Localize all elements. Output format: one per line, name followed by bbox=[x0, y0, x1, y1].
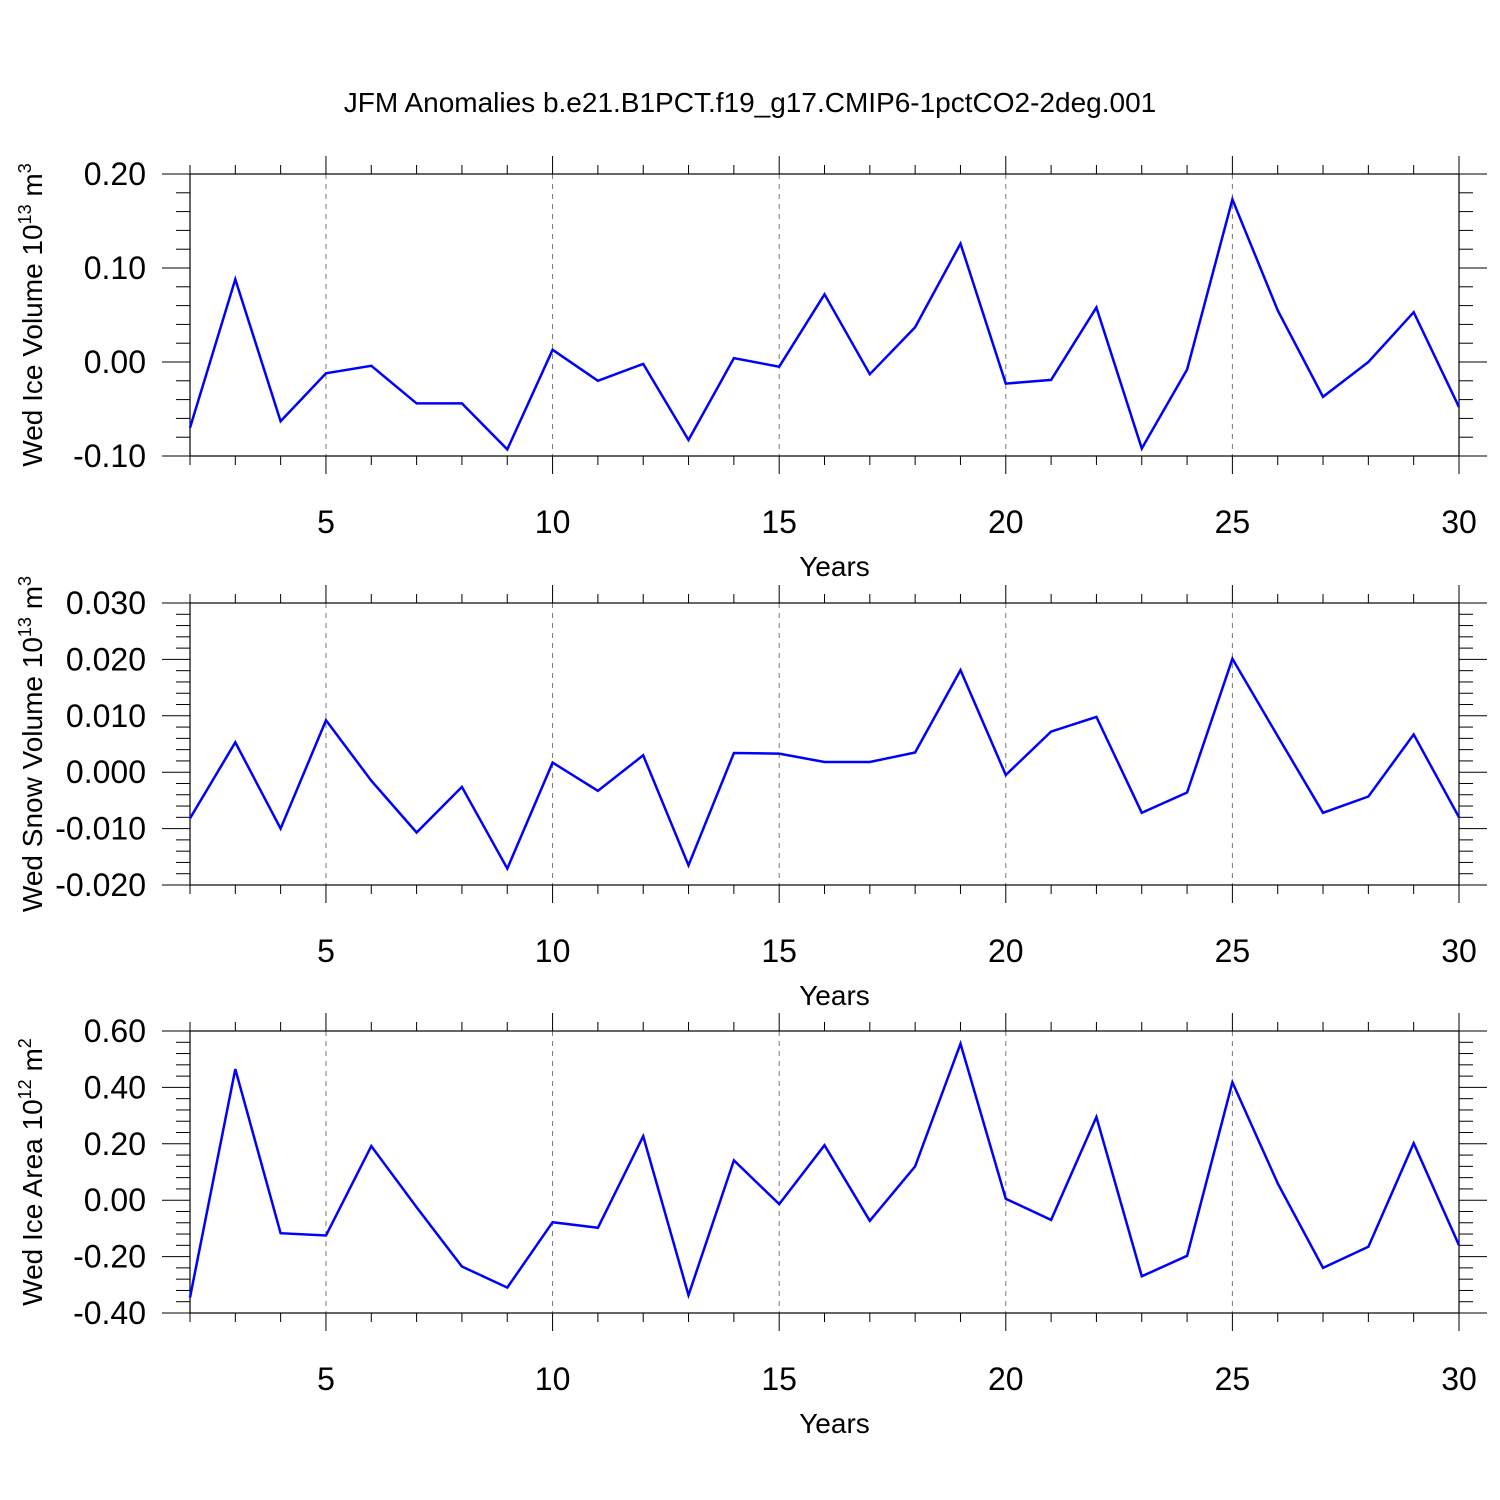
plot-frame bbox=[189, 602, 1460, 886]
panel-1: 5 10 15 20 25 30 Years -0.10 0.00 0.10 0.20 Wed Ice… bbox=[15, 156, 1487, 582]
y-axis-label-superscript: 2 bbox=[15, 1038, 35, 1048]
y-axis-label-part: Wed Ice Volume 10 bbox=[17, 224, 48, 466]
x-tick-label: 15 bbox=[761, 933, 797, 969]
x-tick-label: 15 bbox=[761, 504, 797, 540]
y-tick-label: 0.00 bbox=[84, 344, 146, 380]
y-tick-label: -0.020 bbox=[55, 867, 146, 903]
x-tick-label: 25 bbox=[1215, 933, 1251, 969]
x-tick-label: 30 bbox=[1441, 1361, 1477, 1397]
x-tick-label: 20 bbox=[988, 933, 1024, 969]
y-tick-label: 0.60 bbox=[84, 1013, 146, 1049]
y-tick-label: 0.010 bbox=[66, 698, 146, 734]
y-tick-label: -0.40 bbox=[73, 1295, 146, 1331]
x-tick-label: 5 bbox=[317, 504, 335, 540]
panel-3: 5 10 15 20 25 30 Years -0.40 -0.20 0.00 0.20 0.40 0.… bbox=[15, 1013, 1487, 1439]
x-tick-label: 10 bbox=[535, 504, 571, 540]
y-axis-label-part: Wed Ice Area 10 bbox=[17, 1099, 48, 1306]
y-axis-label-superscript: 3 bbox=[15, 576, 35, 586]
y-axis-label-part: m bbox=[17, 1048, 48, 1079]
y-axis-label: Wed Ice Area 1012 m2 bbox=[15, 1038, 48, 1306]
y-axis-label-part: m bbox=[17, 173, 48, 204]
y-tick-label: 0.00 bbox=[84, 1182, 146, 1218]
y-axis-label: Wed Snow Volume 1013 m3 bbox=[15, 576, 48, 912]
y-axis-label: Wed Ice Volume 1013 m3 bbox=[15, 163, 48, 466]
x-tick-label: 5 bbox=[317, 933, 335, 969]
y-tick-label: 0.40 bbox=[84, 1069, 146, 1105]
y-tick-label: -0.20 bbox=[73, 1239, 146, 1275]
x-tick-label: 20 bbox=[988, 1361, 1024, 1397]
y-axis-label-superscript: 12 bbox=[15, 1079, 35, 1099]
plot-frame bbox=[189, 173, 1460, 457]
x-tick-label: 25 bbox=[1215, 504, 1251, 540]
x-axis-label: Years bbox=[799, 1408, 870, 1439]
y-tick-label: 0.10 bbox=[84, 250, 146, 286]
y-axis-label-superscript: 3 bbox=[15, 163, 35, 173]
x-tick-label: 10 bbox=[535, 933, 571, 969]
x-axis-label: Years bbox=[799, 980, 870, 1011]
panel-2: 5 10 15 20 25 30 Years -0.020 -0.010 0.000 0.010 0.… bbox=[15, 576, 1487, 1011]
y-axis-label-superscript: 13 bbox=[15, 617, 35, 637]
chart-title: JFM Anomalies b.e21.B1PCT.f19_g17.CMIP6-… bbox=[344, 87, 1156, 118]
y-tick-label: 0.000 bbox=[66, 754, 146, 790]
y-axis-label-part: Wed Snow Volume 10 bbox=[17, 637, 48, 912]
series-line bbox=[188, 655, 1461, 872]
y-axis-label-part: m bbox=[17, 586, 48, 617]
y-tick-label: 0.030 bbox=[66, 585, 146, 621]
x-tick-label: 30 bbox=[1441, 504, 1477, 540]
x-tick-label: 30 bbox=[1441, 933, 1477, 969]
y-axis-label-superscript: 13 bbox=[15, 204, 35, 224]
x-tick-label: 5 bbox=[317, 1361, 335, 1397]
x-tick-label: 20 bbox=[988, 504, 1024, 540]
plot-frame bbox=[189, 1030, 1460, 1314]
y-tick-label: -0.010 bbox=[55, 811, 146, 847]
y-tick-label: -0.10 bbox=[73, 438, 146, 474]
x-tick-label: 25 bbox=[1215, 1361, 1251, 1397]
y-tick-label: 0.20 bbox=[84, 1126, 146, 1162]
y-tick-label: 0.020 bbox=[66, 641, 146, 677]
series-line bbox=[188, 195, 1461, 452]
x-tick-label: 10 bbox=[535, 1361, 571, 1397]
x-axis-label: Years bbox=[799, 551, 870, 582]
series-line bbox=[188, 1039, 1461, 1300]
x-tick-label: 15 bbox=[761, 1361, 797, 1397]
y-tick-label: 0.20 bbox=[84, 156, 146, 192]
